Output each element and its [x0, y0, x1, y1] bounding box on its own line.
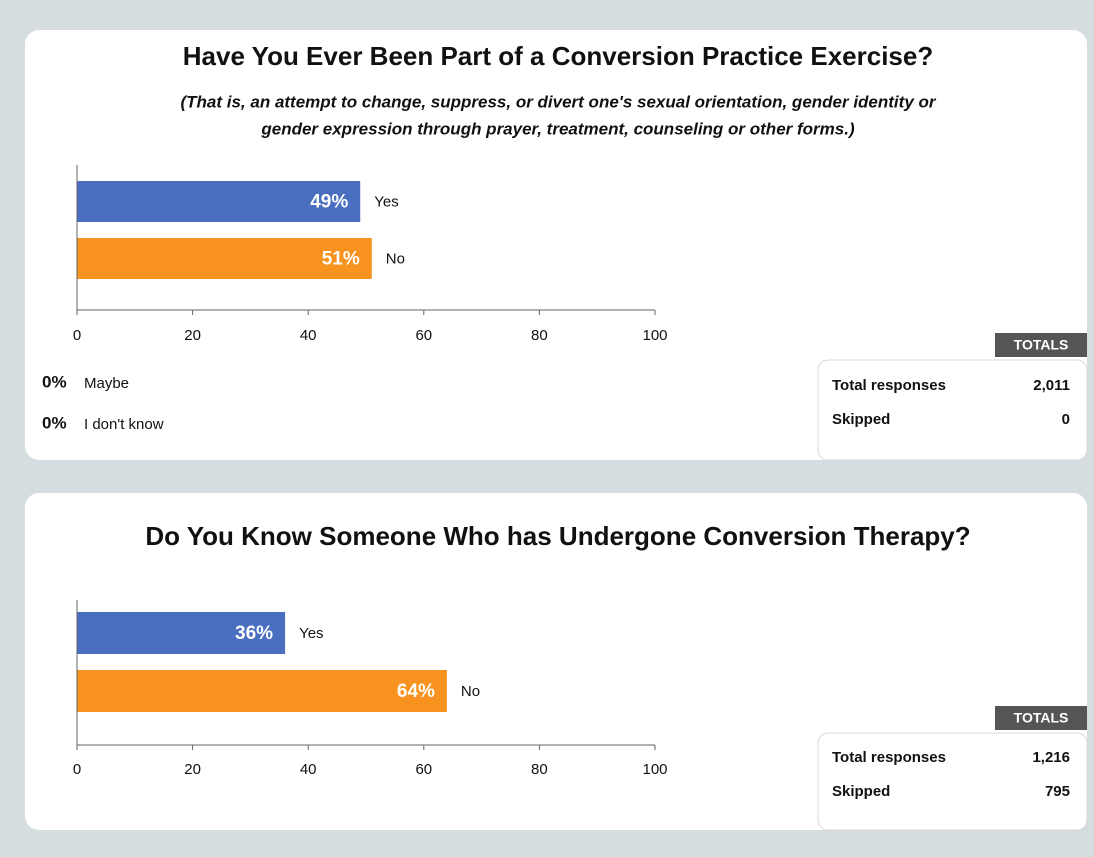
x-tick-label: 0	[73, 327, 81, 344]
bar	[77, 670, 447, 712]
totals-row-value: 795	[1045, 783, 1070, 800]
x-tick-label: 0	[73, 761, 81, 778]
chart-title: Do You Know Someone Who has Undergone Co…	[145, 521, 970, 551]
totals-row-label: Total responses	[832, 377, 946, 394]
x-tick-label: 20	[184, 327, 201, 344]
totals-tab	[995, 333, 1087, 357]
totals-row-value: 2,011	[1033, 377, 1070, 394]
totals-heading: TOTALS	[1014, 710, 1069, 726]
chart-subtitle: (That is, an attempt to change, suppress…	[180, 92, 936, 111]
card	[25, 30, 1087, 460]
totals-row-value: 0	[1062, 411, 1070, 428]
x-tick-label: 100	[642, 327, 667, 344]
x-tick-label: 80	[531, 327, 548, 344]
x-tick-label: 80	[531, 761, 548, 778]
totals-row-label: Skipped	[832, 783, 890, 800]
other-response-label: Maybe	[84, 375, 129, 392]
totals-box	[817, 359, 1088, 461]
bar-category-label: No	[386, 250, 405, 267]
x-tick-label: 60	[415, 327, 432, 344]
totals-tab	[995, 706, 1087, 730]
chart-subtitle: gender expression through prayer, treatm…	[260, 119, 855, 138]
x-tick-label: 20	[184, 761, 201, 778]
totals-heading: TOTALS	[1014, 337, 1069, 353]
totals-row-label: Skipped	[832, 411, 890, 428]
bar-category-label: No	[461, 683, 480, 700]
totals-row-value: 1,216	[1032, 749, 1070, 766]
totals-row-label: Total responses	[832, 749, 946, 766]
bar-value-label: 36%	[235, 623, 273, 644]
bar-category-label: Yes	[299, 625, 323, 642]
bar-category-label: Yes	[374, 193, 398, 210]
other-response-value: 0%	[42, 372, 67, 391]
x-tick-label: 40	[300, 327, 317, 344]
other-response-label: I don't know	[84, 416, 164, 433]
bar-value-label: 49%	[310, 192, 348, 213]
chart-title: Have You Ever Been Part of a Conversion …	[183, 41, 933, 71]
bar-value-label: 51%	[322, 249, 360, 270]
other-response-value: 0%	[42, 413, 67, 432]
x-tick-label: 40	[300, 761, 317, 778]
bar	[77, 238, 372, 279]
totals-box	[817, 732, 1088, 831]
bar	[77, 181, 361, 222]
bar	[77, 612, 286, 654]
x-tick-label: 100	[642, 761, 667, 778]
bar-value-label: 64%	[397, 681, 435, 702]
x-tick-label: 60	[415, 761, 432, 778]
